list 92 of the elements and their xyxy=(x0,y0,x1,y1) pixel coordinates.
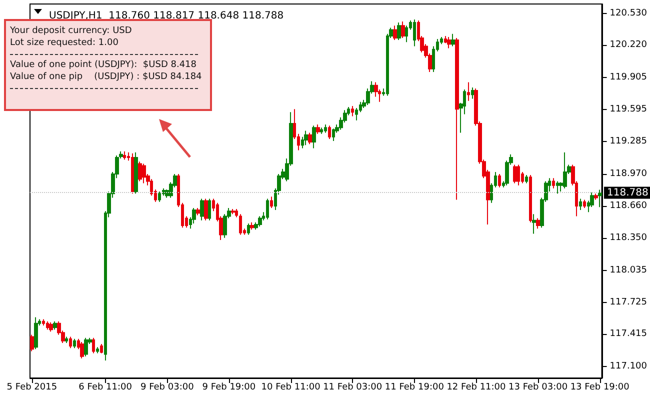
annotation: Value of one pip (USDJPY) : $USD 84.184 xyxy=(10,71,203,83)
x-tick-label: 6 Feb 11:00 xyxy=(78,382,132,392)
candlestick xyxy=(239,214,242,236)
candlestick xyxy=(312,125,316,149)
candlestick xyxy=(513,164,517,184)
candlestick xyxy=(579,198,582,211)
candlestick xyxy=(316,124,320,134)
candlestick xyxy=(471,86,474,100)
candlestick xyxy=(134,152,138,194)
candlestick xyxy=(65,336,68,344)
y-tick-label: 119.285 xyxy=(610,136,647,147)
candlestick xyxy=(30,334,34,352)
annotation: Value of one point (USDJPY): $USD 8.418 xyxy=(10,59,198,71)
candlestick xyxy=(100,344,103,354)
y-tick-label: 119.595 xyxy=(610,104,647,115)
candlestick xyxy=(247,222,250,236)
candlestick xyxy=(46,320,49,330)
y-tick-label: 118.660 xyxy=(610,200,648,211)
candlestick xyxy=(96,346,99,354)
candlestick xyxy=(270,196,273,208)
candlestick xyxy=(308,132,312,145)
y-tick-label: 117.725 xyxy=(610,297,647,308)
candlestick xyxy=(304,130,308,146)
candlestick xyxy=(529,174,532,223)
candlestick xyxy=(455,38,459,200)
x-tick-label: 11 Feb 03:00 xyxy=(323,382,382,392)
candlestick xyxy=(328,125,331,140)
candlestick xyxy=(258,216,262,228)
candlestick xyxy=(451,33,455,47)
candlestick xyxy=(351,106,354,117)
x-tick-label: 5 Feb 2015 xyxy=(6,382,58,392)
candlestick xyxy=(84,337,88,357)
candlestick xyxy=(200,198,204,221)
candlestick xyxy=(552,178,555,189)
candlestick xyxy=(536,218,540,230)
candlestick xyxy=(34,316,38,350)
x-tick-label: 12 Feb 11:00 xyxy=(446,382,506,392)
x-tick-label: 10 Feb 11:00 xyxy=(261,382,321,392)
candlestick xyxy=(525,174,528,184)
annotation: Lot size requested: 1.00 xyxy=(10,37,120,49)
candlestick xyxy=(49,322,53,332)
candlestick xyxy=(42,318,45,326)
candlestick xyxy=(138,161,142,182)
candlestick xyxy=(532,214,536,234)
candlestick xyxy=(142,163,146,184)
x-tick-label: 9 Feb 19:00 xyxy=(202,382,256,392)
candlestick xyxy=(92,337,95,354)
annotation: Your deposit currency: USD xyxy=(10,25,133,37)
candlestick xyxy=(158,191,161,202)
y-tick-label: 117.100 xyxy=(610,362,648,372)
candlestick xyxy=(517,164,520,186)
candlestick xyxy=(324,124,327,134)
x-tick-label: 13 Feb 03:00 xyxy=(508,382,568,392)
candlestick xyxy=(397,22,401,41)
y-tick-label: 118.035 xyxy=(610,265,647,276)
candlestick xyxy=(563,152,567,189)
candlestick xyxy=(208,198,211,221)
candlestick xyxy=(131,152,134,194)
x-tick-label: 13 Feb 19:00 xyxy=(570,382,630,392)
candlestick xyxy=(231,208,235,215)
y-tick-label: 120.220 xyxy=(610,40,648,50)
x-tick-label: 11 Feb 19:00 xyxy=(384,382,444,392)
candlestick xyxy=(266,198,269,220)
candlestick xyxy=(80,341,84,359)
candlestick xyxy=(196,208,200,216)
candlestick xyxy=(498,174,501,188)
y-tick-label: 120.530 xyxy=(610,8,648,18)
candlestick xyxy=(583,199,586,208)
y-tick-label: 119.905 xyxy=(610,72,647,83)
candlestick xyxy=(69,336,72,349)
candlestick xyxy=(204,198,208,221)
y-tick-label: 118.970 xyxy=(610,169,648,179)
y-tick-label: 118.350 xyxy=(610,232,648,243)
candlestick xyxy=(320,127,323,134)
ref-line-label: 118.788 xyxy=(607,187,648,198)
candlestick xyxy=(594,193,598,200)
candlestick xyxy=(401,21,405,38)
candlestick xyxy=(73,338,76,349)
candlestick xyxy=(332,128,335,142)
candlestick xyxy=(447,36,451,49)
candlestick xyxy=(467,82,470,102)
x-tick-label: 9 Feb 03:00 xyxy=(140,382,194,392)
candlestick xyxy=(53,320,57,330)
candlestick xyxy=(598,189,602,208)
candlestick xyxy=(235,208,238,218)
y-tick-label: 117.415 xyxy=(610,329,647,340)
text: USDJPY,H1 118.760 118.817 118.648 118.788 xyxy=(49,10,284,22)
candlestick xyxy=(123,150,126,160)
candlestick xyxy=(556,180,559,194)
candlestick xyxy=(250,222,254,230)
candlestick xyxy=(413,18,416,47)
candlestick xyxy=(393,25,397,41)
